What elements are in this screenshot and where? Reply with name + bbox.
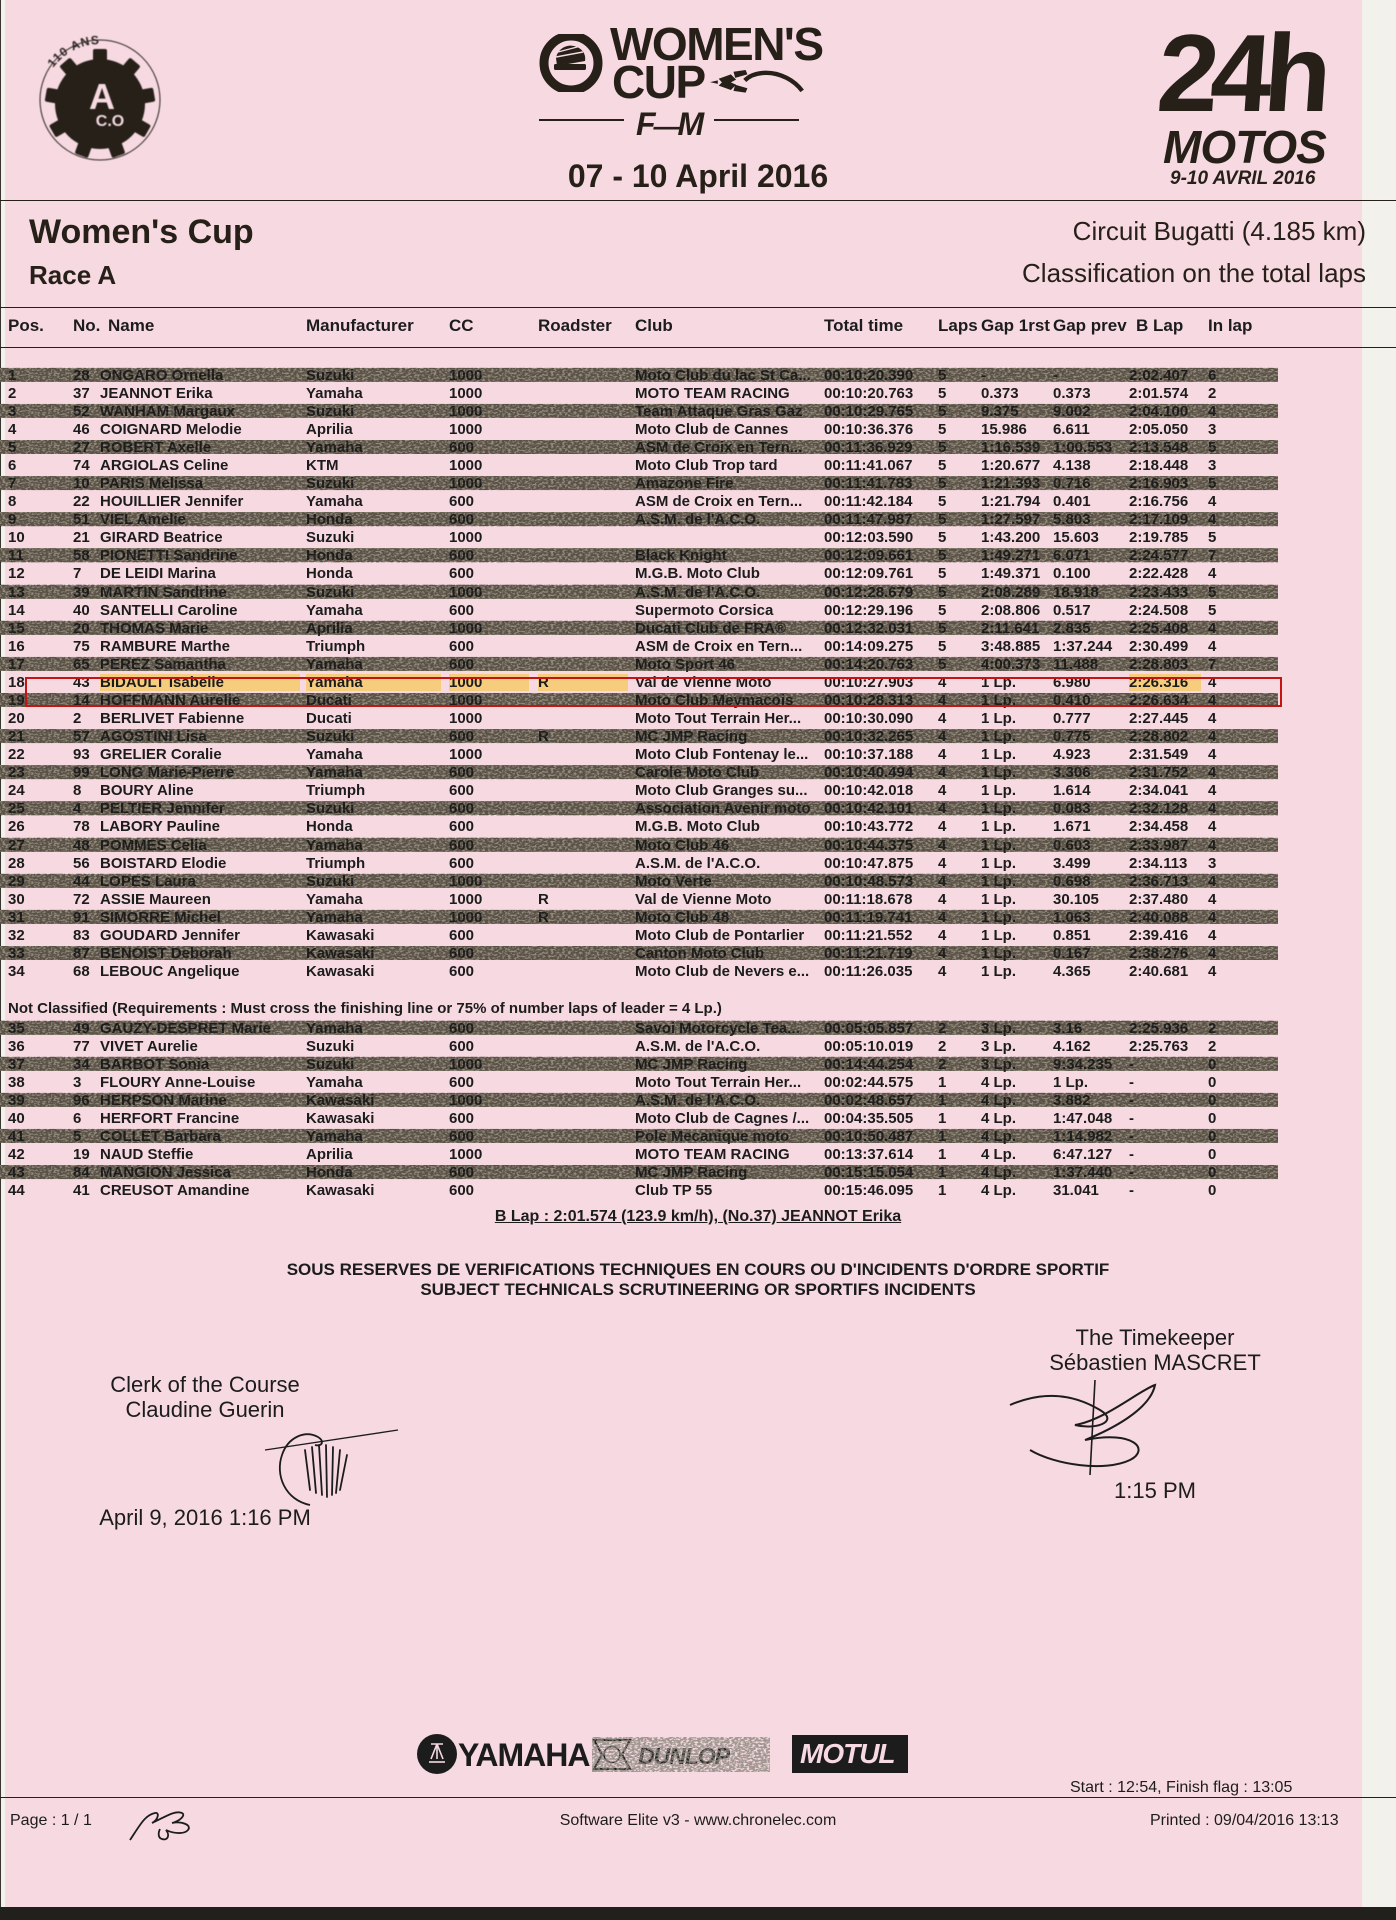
svg-text:C.O: C.O (96, 113, 124, 130)
svg-text:A: A (89, 76, 115, 117)
